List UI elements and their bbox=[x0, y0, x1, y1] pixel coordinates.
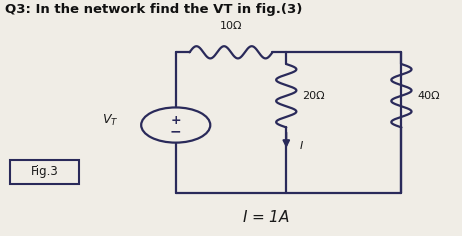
Text: −: − bbox=[170, 124, 182, 138]
Text: 10Ω: 10Ω bbox=[220, 21, 242, 31]
Text: I: I bbox=[300, 141, 304, 151]
Bar bbox=[10, 160, 79, 184]
Text: Q3: In the network find the VT in fig.(3): Q3: In the network find the VT in fig.(3… bbox=[5, 3, 303, 16]
Text: Fig.3: Fig.3 bbox=[30, 165, 58, 178]
Text: 20Ω: 20Ω bbox=[303, 91, 325, 101]
Text: V$_T$: V$_T$ bbox=[102, 113, 118, 128]
Text: +: + bbox=[170, 114, 181, 127]
Text: $I$ = 1A: $I$ = 1A bbox=[242, 210, 290, 226]
Text: 40Ω: 40Ω bbox=[418, 91, 440, 101]
